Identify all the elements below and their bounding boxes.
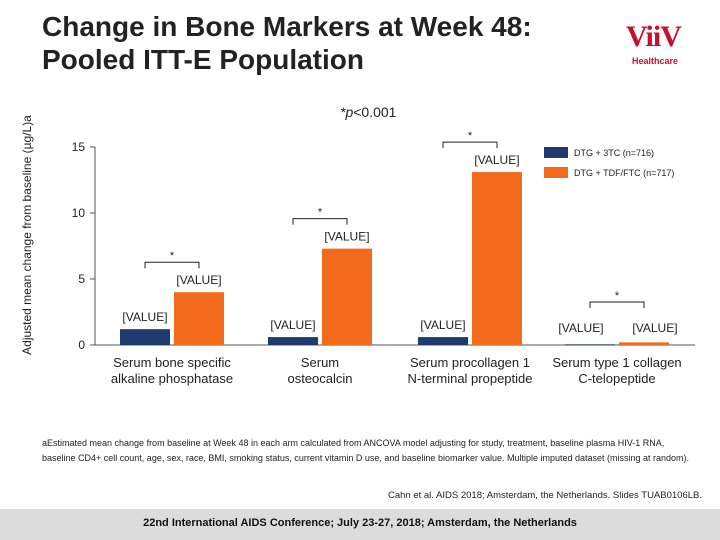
bar-dtg-tdf-ftc	[322, 248, 372, 345]
slide-title-line1: Change in Bone Markers at Week 48:	[42, 11, 532, 42]
chart-legend: DTG + 3TC (n=716) DTG + TDF/FTC (n=717)	[544, 147, 674, 178]
bar-dtg-3tc	[268, 337, 318, 345]
viiv-logo: ViiV Healthcare	[618, 20, 698, 70]
category-label: Serum bone specific	[113, 355, 231, 370]
bottom-bar	[0, 509, 720, 540]
category-label: Serum procollagen 1	[410, 355, 530, 370]
significance-marker: *	[615, 290, 620, 302]
significance-marker: *	[318, 207, 323, 219]
bar-dtg-tdf-ftc	[619, 342, 669, 345]
bar-dtg-tdf-ftc	[174, 292, 224, 345]
chart-bars	[120, 172, 669, 346]
category-label: C-telopeptide	[578, 371, 655, 386]
conference-text: 22nd International AIDS Conference; July…	[143, 517, 577, 529]
data-label: [VALUE]	[270, 318, 315, 332]
category-label: alkaline phosphatase	[111, 371, 233, 386]
bar-dtg-3tc	[418, 337, 468, 345]
significance-bracket	[292, 218, 348, 225]
slide-title-line2: Pooled ITT-E Population	[42, 44, 364, 75]
data-label: [VALUE]	[474, 153, 519, 167]
category-label: Serum	[301, 355, 339, 370]
legend-label: DTG + TDF/FTC (n=717)	[574, 168, 674, 178]
p-value-note: *p<0.001	[340, 104, 397, 120]
bar-dtg-3tc	[120, 329, 170, 345]
data-label: [VALUE]	[632, 321, 677, 335]
bar-dtg-tdf-ftc	[472, 172, 522, 345]
y-tick-label: 0	[78, 338, 85, 352]
significance-bracket	[589, 301, 645, 308]
data-label: [VALUE]	[176, 273, 221, 287]
data-label: [VALUE]	[324, 230, 369, 244]
data-label: [VALUE]	[420, 318, 465, 332]
legend-swatch	[544, 167, 568, 178]
y-tick-label: 15	[72, 140, 86, 154]
significance-bracket	[144, 261, 200, 269]
legend-label: DTG + 3TC (n=716)	[574, 148, 654, 158]
bar-dtg-3tc	[565, 344, 615, 346]
data-label: [VALUE]	[558, 321, 603, 335]
slide-title: Change in Bone Markers at Week 48: Poole…	[42, 10, 602, 76]
citation: Cahn et al. AIDS 2018; Amsterdam, the Ne…	[387, 490, 702, 501]
significance-bracket	[442, 141, 498, 149]
legend-swatch	[544, 147, 568, 158]
category-label: Serum type 1 collagen	[552, 355, 681, 370]
category-label: osteocalcin	[287, 371, 352, 386]
data-label: [VALUE]	[122, 310, 167, 324]
category-label: N-terminal propeptide	[407, 371, 532, 386]
significance-marker: *	[170, 250, 175, 262]
y-tick-label: 5	[78, 272, 85, 286]
logo-wordmark: ViiV	[626, 20, 682, 53]
footnote: aEstimated mean change from baseline at …	[42, 438, 690, 463]
logo-subtext: Healthcare	[632, 56, 679, 66]
significance-marker: *	[468, 130, 473, 142]
y-tick-label: 10	[72, 206, 86, 220]
p-value-text: <0.001	[353, 104, 397, 120]
chart-labels: [VALUE] [VALUE] [VALUE] [VALUE] [VALUE] [VALU…	[111, 130, 682, 386]
